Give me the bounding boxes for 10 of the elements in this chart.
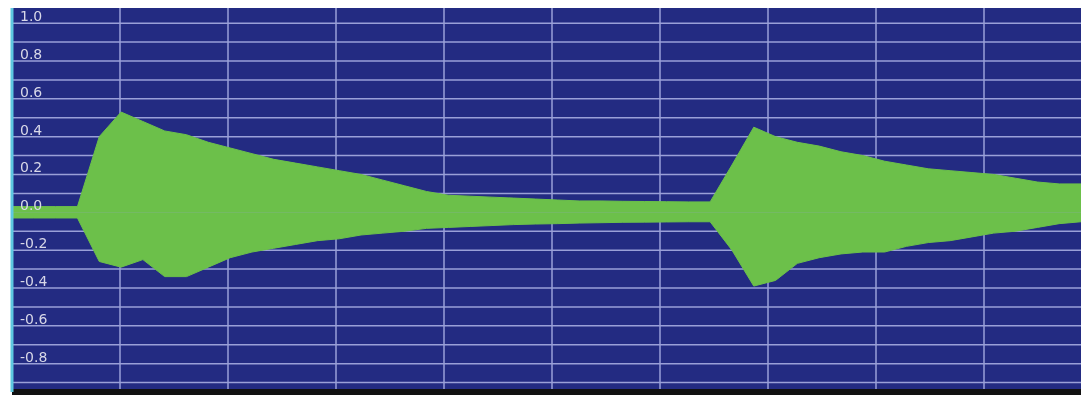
y-tick-label: 0.4 (20, 121, 43, 138)
y-tick-label: 0.2 (20, 159, 43, 176)
y-tick-label: 0.0 (20, 197, 43, 214)
y-tick-label: 0.6 (20, 83, 43, 100)
y-tick-label: 0.8 (20, 45, 43, 62)
y-tick-label: -0.2 (20, 235, 48, 252)
y-tick-label: -0.8 (20, 348, 48, 365)
y-tick-label: -0.6 (20, 310, 48, 327)
y-tick-label: 1.0 (20, 8, 43, 25)
y-tick-label: -0.4 (20, 272, 48, 289)
